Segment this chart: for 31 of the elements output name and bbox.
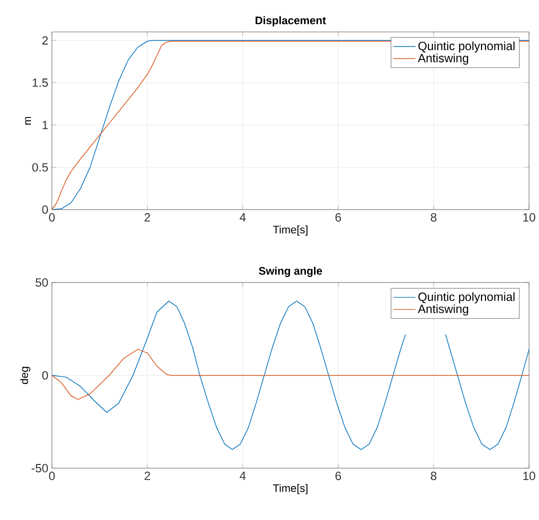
x-tick-label: 10	[523, 472, 536, 480]
legend-label: Quintic polynomial	[418, 41, 515, 53]
line-series	[52, 348, 530, 400]
y-tick-label: 0.5	[32, 163, 48, 172]
legend-label: Antiswing	[418, 54, 468, 65]
x-axis-title: Time[s]	[273, 484, 308, 494]
y-tick-label: 0	[42, 371, 48, 380]
x-tick-label: 0	[49, 213, 55, 222]
x-tick-label: 4	[240, 213, 246, 222]
x-tick-label: 0	[49, 472, 55, 480]
x-tick-label: 8	[430, 213, 436, 222]
y-tick-label: 2	[42, 36, 48, 45]
legend-label: Antiswing	[418, 304, 468, 316]
chart-title: Displacement	[256, 16, 326, 26]
y-axis-title: m	[25, 116, 31, 125]
y-tick-label: 1.5	[32, 78, 48, 87]
x-tick-label: 8	[430, 472, 436, 480]
y-axis-title: deg	[20, 366, 30, 384]
x-tick-label: 4	[240, 472, 246, 480]
y-tick-label: 1	[42, 120, 48, 130]
x-tick-label: 2	[144, 213, 150, 222]
chart-title: Swing angle	[258, 266, 322, 277]
x-tick-label: 2	[144, 472, 150, 480]
x-tick-label: 6	[335, 472, 341, 480]
y-tick-label: -50	[32, 464, 48, 472]
y-tick-label: 50	[36, 278, 48, 287]
y-tick-label: 0	[42, 205, 48, 214]
x-tick-label: 10	[523, 213, 536, 222]
x-axis-title: Time[s]	[273, 225, 308, 236]
x-tick-label: 6	[335, 213, 341, 222]
legend-label: Quintic polynomial	[418, 292, 515, 304]
